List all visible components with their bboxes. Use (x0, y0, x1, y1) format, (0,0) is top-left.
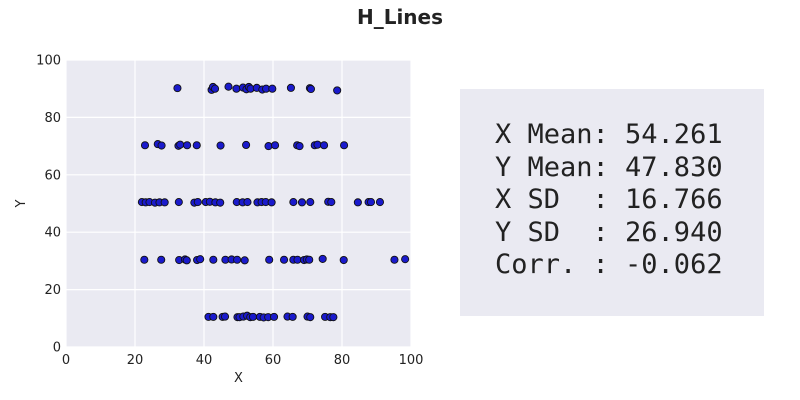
y-axis-label: Y (14, 199, 29, 208)
stat-x-mean: X Mean: 54.261 (495, 119, 723, 150)
data-point (209, 255, 218, 264)
x-tick-label: 40 (196, 353, 213, 368)
data-point (233, 255, 242, 264)
data-points (137, 82, 410, 322)
data-point (269, 312, 279, 321)
x-tick-label: 20 (127, 353, 144, 368)
data-point (305, 255, 314, 264)
data-point (295, 142, 304, 151)
stat-x-sd: X SD : 16.766 (495, 184, 723, 215)
data-point (183, 141, 192, 150)
data-point (366, 198, 376, 207)
data-point (232, 84, 241, 93)
grid-lines (65, 59, 412, 348)
data-point (176, 140, 185, 149)
data-point (243, 198, 252, 207)
data-point (248, 312, 258, 321)
data-point (196, 255, 205, 264)
data-point (268, 84, 277, 93)
x-tick-label: 100 (399, 353, 424, 368)
data-point (174, 198, 183, 207)
data-point (318, 254, 327, 263)
x-tick-label: 80 (334, 353, 351, 368)
data-point (327, 198, 336, 207)
data-point (353, 198, 362, 207)
x-tick-label: 0 (62, 353, 70, 368)
data-point (157, 255, 166, 264)
data-point (286, 83, 295, 92)
data-point (340, 141, 349, 150)
data-point (224, 82, 233, 91)
data-point (329, 313, 338, 322)
data-point (288, 312, 297, 321)
data-point (333, 86, 342, 95)
x-tick-label: 60 (265, 353, 282, 368)
data-point (192, 141, 201, 150)
data-point (306, 84, 316, 94)
stat-y-mean: Y Mean: 47.830 (495, 151, 723, 183)
data-point (289, 198, 298, 207)
data-point (140, 141, 150, 150)
data-point (216, 141, 225, 150)
y-tick-label: 100 (36, 54, 61, 69)
stat-y-sd: Y SD : 26.940 (495, 216, 723, 248)
data-point (140, 255, 149, 264)
x-axis-label: X (234, 371, 243, 386)
y-tick-label: 60 (44, 168, 61, 183)
y-tick-labels: 0 20 40 60 80 100 (36, 54, 61, 356)
data-point (390, 255, 399, 264)
data-point (216, 198, 225, 207)
data-point (271, 141, 280, 150)
data-point (240, 256, 249, 265)
data-point (279, 255, 289, 264)
data-point (209, 312, 218, 321)
data-point (242, 140, 251, 150)
y-tick-label: 80 (44, 111, 61, 126)
data-point (375, 198, 385, 207)
x-tick-labels: 0 20 40 60 80 100 (62, 353, 424, 368)
data-point (160, 198, 169, 207)
data-point (320, 141, 329, 150)
data-point (339, 255, 348, 265)
data-point (264, 142, 273, 151)
data-point (157, 141, 166, 150)
data-point (297, 198, 307, 207)
data-point (210, 84, 220, 93)
figure-title: H_Lines (356, 5, 444, 29)
data-point (313, 140, 322, 149)
stat-correlation: Corr. : -0.062 (495, 249, 723, 280)
data-point (267, 198, 276, 207)
y-tick-label: 40 (44, 226, 61, 241)
data-point (401, 255, 410, 264)
data-point (220, 312, 230, 321)
data-point (265, 255, 274, 264)
y-tick-label: 0 (53, 341, 61, 356)
data-point (306, 198, 315, 207)
data-point (173, 84, 182, 93)
data-point (182, 256, 191, 265)
statistics-panel: X Mean: 54.261 Y Mean: 47.830 X SD : 16.… (460, 89, 764, 316)
data-point (306, 313, 315, 322)
data-point (193, 198, 202, 207)
y-tick-label: 20 (44, 283, 61, 298)
